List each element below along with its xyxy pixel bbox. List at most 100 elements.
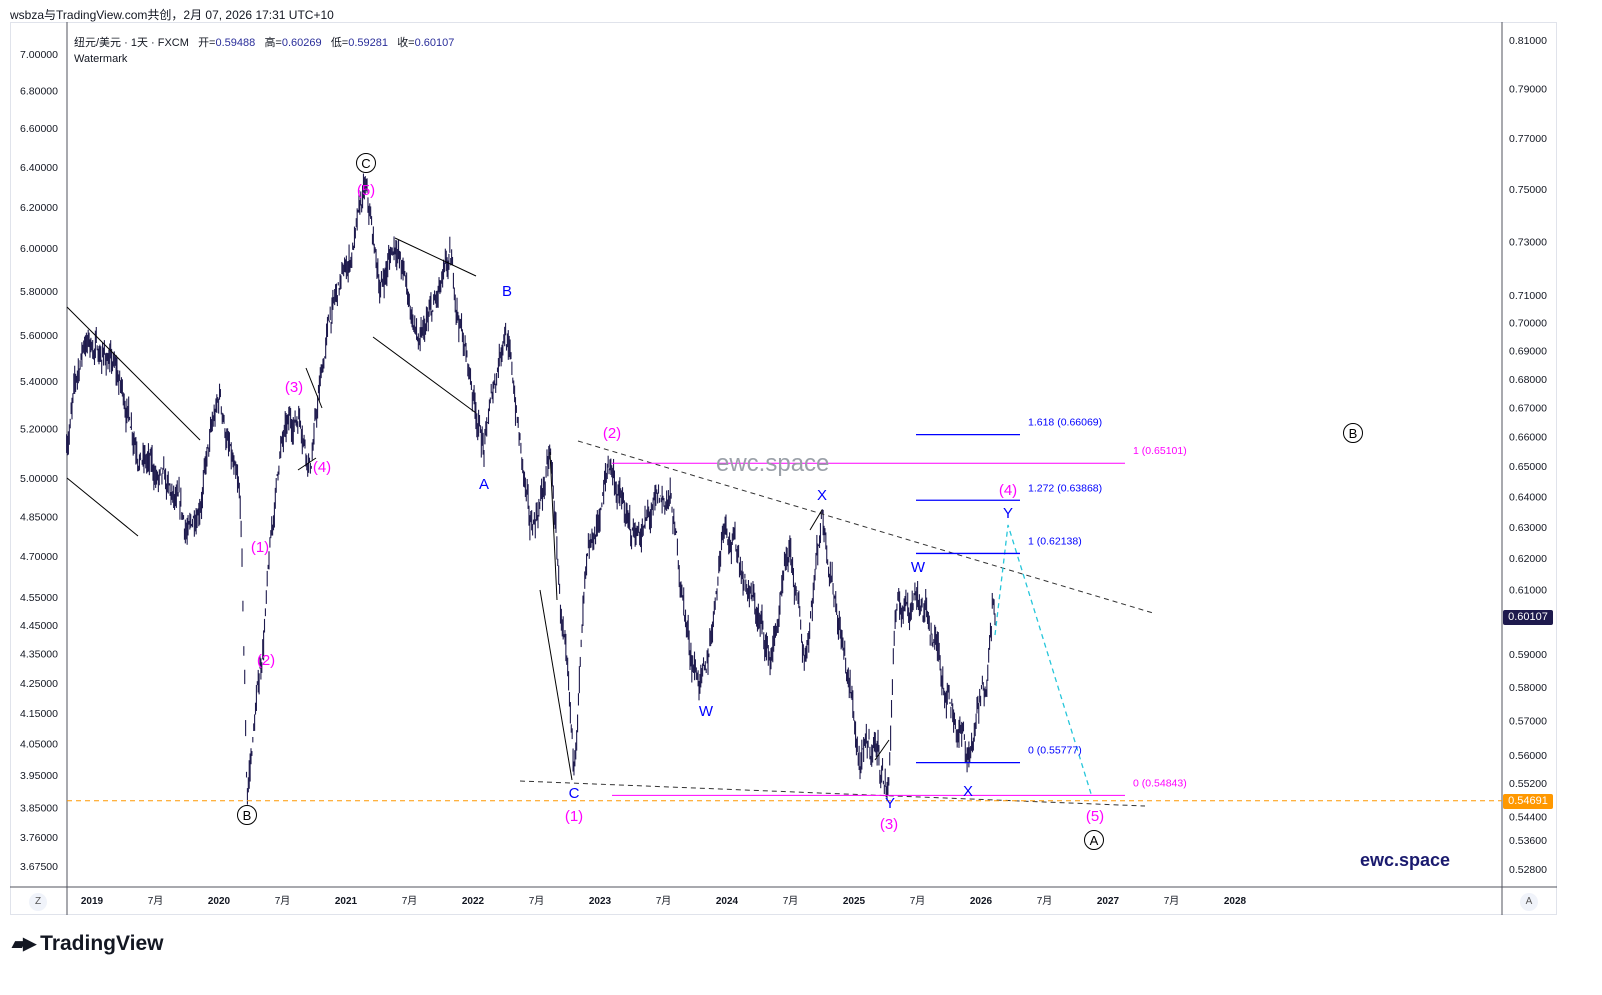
wave-label: B xyxy=(1349,426,1358,441)
indicator-watermark[interactable]: Watermark xyxy=(74,53,128,65)
left-axis-tick-label: 4.05000 xyxy=(20,739,58,751)
time-axis-tick-label: 7月 xyxy=(148,895,164,907)
tradingview-logo[interactable]: ▰▶ TradingView xyxy=(12,932,163,956)
time-axis-tick-label: 2025 xyxy=(843,896,866,907)
left-axis-tick-label: 6.60000 xyxy=(20,123,58,135)
wave-label: C xyxy=(361,156,370,171)
right-axis-tick-label: 0.73000 xyxy=(1509,236,1547,248)
wave-label: B xyxy=(243,808,252,823)
left-axis-tick-label: 3.85000 xyxy=(20,802,58,814)
symbol-title[interactable]: 纽元/美元 · 1天 · FXCM xyxy=(74,37,189,49)
time-axis-tick-label: 2028 xyxy=(1224,896,1247,907)
time-axis-tick-label: 7月 xyxy=(1037,895,1053,907)
left-axis-tick-label: 6.80000 xyxy=(20,86,58,98)
trend-line xyxy=(577,440,1154,614)
fib-level-label: 1.272 (0.63868) xyxy=(1028,482,1102,494)
left-axis-tick-label: 7.00000 xyxy=(20,49,58,61)
wave-label: W xyxy=(699,703,714,720)
right-axis-tick-label: 0.75000 xyxy=(1509,184,1547,196)
wave-label: B xyxy=(502,283,512,300)
wave-label: Y xyxy=(885,795,895,812)
right-axis-tick-label: 0.55200 xyxy=(1509,778,1547,790)
close-label: 收= xyxy=(397,37,415,49)
right-axis-tick-label: 0.52800 xyxy=(1509,864,1547,876)
low-label: 低= xyxy=(330,37,349,49)
right-axis-tick-label: 0.71000 xyxy=(1509,290,1547,302)
right-axis-tick-label: 0.54400 xyxy=(1509,812,1547,824)
left-axis-tick-label: 4.85000 xyxy=(20,511,58,523)
left-axis-tick-label: 6.40000 xyxy=(20,162,58,174)
wave-label: (5) xyxy=(357,182,375,199)
trend-line xyxy=(874,739,890,761)
time-axis-tick-label: 7月 xyxy=(1164,895,1180,907)
left-axis-tick-label: 5.60000 xyxy=(20,330,58,342)
wave-label: X xyxy=(817,487,827,504)
wave-label: (2) xyxy=(603,425,621,442)
left-axis-tick-label: 3.95000 xyxy=(20,770,58,782)
wave-label: (5) xyxy=(1086,808,1104,825)
auto-scale-button[interactable]: A xyxy=(1520,893,1538,911)
right-axis-tick-label: 0.58000 xyxy=(1509,682,1547,694)
time-axis-tick-label: 2027 xyxy=(1097,896,1120,907)
horizontal-line-price-tag: 0.54691 xyxy=(1503,793,1553,809)
wave-label: A xyxy=(479,476,489,493)
wave-label: (1) xyxy=(565,808,583,825)
trend-line xyxy=(305,367,323,409)
right-axis-tick-label: 0.56000 xyxy=(1509,750,1547,762)
trend-line xyxy=(539,589,573,781)
left-axis-tick-label: 6.20000 xyxy=(20,202,58,214)
trend-line xyxy=(549,451,558,601)
open-value: 0.59488 xyxy=(215,37,256,49)
trend-line xyxy=(66,306,201,441)
left-axis-tick-label: 4.70000 xyxy=(20,551,58,563)
corner-watermark: ewc.space xyxy=(1360,850,1451,870)
close-value: 0.60107 xyxy=(414,37,455,49)
time-axis-tick-label: 2021 xyxy=(335,896,358,907)
trend-line xyxy=(519,780,1146,807)
left-axis-tick-label: 3.67500 xyxy=(20,861,58,873)
tradingview-logo-text: TradingView xyxy=(40,932,164,955)
left-axis-tick-label: 3.76000 xyxy=(20,832,58,844)
time-axis-tick-label: 2024 xyxy=(716,896,739,907)
right-axis-tick-label: 0.65000 xyxy=(1509,461,1547,473)
time-axis-tick-label: 7月 xyxy=(656,895,672,907)
wave-label-circle xyxy=(237,805,257,825)
open-label: 开= xyxy=(198,37,216,49)
right-axis-tick-label: 0.81000 xyxy=(1509,35,1547,47)
wave-label: (4) xyxy=(999,482,1017,499)
left-axis-tick-label: 4.15000 xyxy=(20,708,58,720)
tradingview-logo-icon: ▰▶ xyxy=(12,934,36,953)
left-axis-tick-label: 4.25000 xyxy=(20,678,58,690)
wave-label: (1) xyxy=(251,539,269,556)
time-axis-tick-label: 7月 xyxy=(275,895,291,907)
fib-level-label: 0 (0.54843) xyxy=(1133,777,1187,789)
wave-label-circle xyxy=(356,153,376,173)
time-axis-tick-label: 2023 xyxy=(589,896,612,907)
right-axis-tick-label: 0.53600 xyxy=(1509,835,1547,847)
high-label: 高= xyxy=(264,37,282,49)
right-axis-tick-label: 0.61000 xyxy=(1509,584,1547,596)
chart-frame xyxy=(10,22,1557,915)
time-axis-tick-label: 7月 xyxy=(402,895,418,907)
time-axis-tick-label: 2019 xyxy=(81,896,104,907)
wave-label: W xyxy=(911,559,926,576)
wave-label: (3) xyxy=(880,816,898,833)
time-axis-tick-label: 2022 xyxy=(462,896,485,907)
right-axis-tick-label: 0.59000 xyxy=(1509,649,1547,661)
wave-label: (2) xyxy=(257,652,275,669)
left-scale-z-button[interactable]: Z xyxy=(29,893,47,911)
trend-line xyxy=(809,509,823,531)
trend-line xyxy=(66,477,139,537)
right-axis-tick-label: 0.57000 xyxy=(1509,716,1547,728)
left-axis-tick-label: 5.80000 xyxy=(20,286,58,298)
wave-label: A xyxy=(1090,833,1099,848)
wave-label: (4) xyxy=(313,459,331,476)
right-axis-tick-label: 0.77000 xyxy=(1509,133,1547,145)
fib-level-label: 1.618 (0.66069) xyxy=(1028,417,1102,429)
fib-level-label: 1 (0.62138) xyxy=(1028,535,1082,547)
right-axis-tick-label: 0.62000 xyxy=(1509,553,1547,565)
right-axis-tick-label: 0.69000 xyxy=(1509,346,1547,358)
high-value: 0.60269 xyxy=(281,37,322,49)
